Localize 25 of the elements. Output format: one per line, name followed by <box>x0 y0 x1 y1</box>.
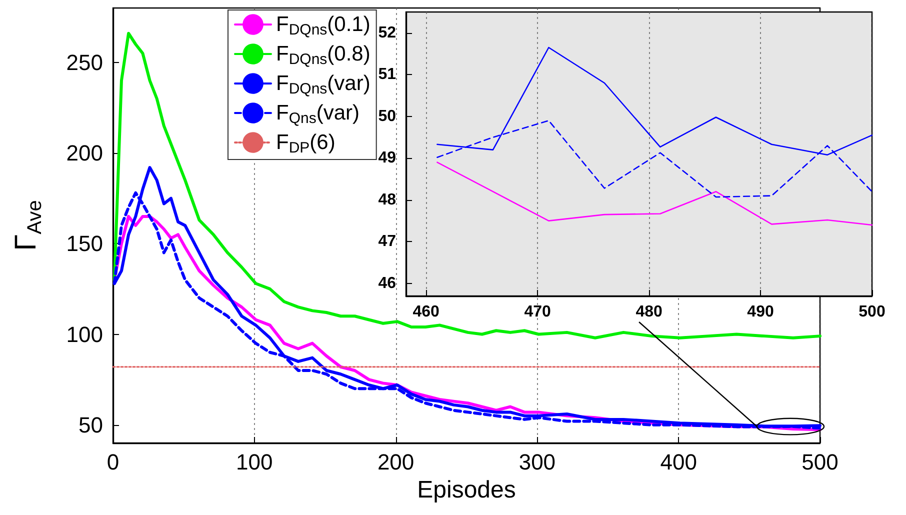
y-tick-label: 52 <box>378 24 396 42</box>
y-tick-label: 200 <box>66 140 103 166</box>
x-tick-label: 480 <box>636 304 662 320</box>
x-tick-label: 490 <box>747 304 774 320</box>
x-axis-title: Episodes <box>417 476 516 504</box>
y-tick-label: 100 <box>66 322 103 347</box>
y-tick-label: 51 <box>378 66 396 84</box>
y-tick-label: 50 <box>78 412 103 438</box>
x-tick-label: 400 <box>660 450 697 474</box>
x-tick-label: 460 <box>412 304 440 320</box>
y-tick-label: 250 <box>66 50 103 75</box>
y-tick-label: 47 <box>378 233 396 250</box>
x-tick-label: 470 <box>524 304 551 320</box>
y-tick-label: 46 <box>378 274 396 292</box>
x-tick-label: 100 <box>236 450 273 474</box>
y-tick-label: 48 <box>378 191 396 208</box>
x-tick-label: 300 <box>518 450 556 474</box>
y-tick-label: 150 <box>66 231 103 256</box>
x-tick-label: 500 <box>858 304 886 320</box>
y-tick-label: 50 <box>378 108 396 125</box>
y-axis-title: ΓAve <box>10 200 46 251</box>
y-tick-label: 49 <box>378 150 396 167</box>
x-tick-label: 500 <box>802 450 838 474</box>
line-series <box>436 162 873 226</box>
x-tick-label: 0 <box>106 450 120 474</box>
